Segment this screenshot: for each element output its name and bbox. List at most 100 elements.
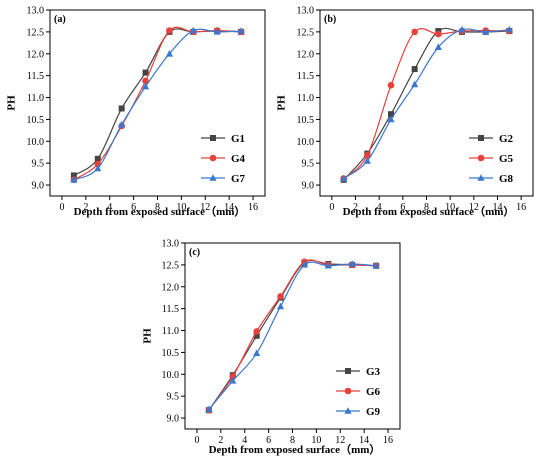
- legend-label: G8: [499, 173, 514, 185]
- y-tick-label: 10.0: [162, 370, 180, 381]
- x-tick-label: 6: [131, 202, 136, 213]
- data-point: [237, 27, 245, 34]
- x-tick-label: 10: [176, 202, 186, 213]
- panel-label: (b): [324, 14, 336, 25]
- data-point: [372, 261, 380, 269]
- data-point: [142, 69, 149, 76]
- data-point: [276, 302, 285, 310]
- legend-label: G1: [231, 133, 245, 145]
- legend-label: G4: [231, 153, 246, 165]
- y-axis-title: PH: [276, 95, 288, 111]
- series-line: [208, 261, 377, 410]
- legend-entry: G5: [469, 153, 514, 165]
- legend-marker: [344, 387, 352, 395]
- y-tick-label: 12.5: [297, 27, 315, 38]
- data-point: [387, 81, 395, 89]
- y-tick-label: 12.5: [27, 27, 45, 38]
- data-point: [482, 28, 490, 35]
- legend-marker: [209, 154, 217, 162]
- x-tick-label: 8: [424, 202, 429, 213]
- y-tick-label: 9.0: [302, 181, 315, 192]
- chart-panel-3: 0 2 4 6 8 10 12 14 16 9.0 9.5 10.0 10.5 11.0 11.5 12.0 1…: [142, 239, 401, 456]
- legend-entry: G7: [201, 173, 246, 185]
- data-point: [435, 30, 442, 38]
- y-tick-label: 11.5: [27, 71, 44, 82]
- legend-label: G2: [499, 133, 514, 145]
- chart-panel-1: 0 2 4 6 8 10 12 14 16 9.0 9.5 10.0 10.5 11.0 11.5 12.0 1…: [6, 6, 266, 218]
- panel-label: (c): [189, 247, 200, 258]
- legend-entry: G3: [336, 366, 381, 378]
- legend: G1 G4 G7: [201, 133, 246, 185]
- legend-marker: [345, 368, 351, 374]
- data-point: [70, 176, 78, 183]
- y-tick-label: 9.0: [167, 414, 180, 425]
- legend-marker: [477, 174, 485, 181]
- y-tick-label: 9.5: [302, 159, 315, 170]
- data-point: [142, 77, 149, 85]
- data-point: [348, 260, 356, 267]
- y-tick-label: 10.5: [27, 115, 45, 126]
- data-point: [387, 115, 395, 123]
- y-tick-label: 12.5: [162, 260, 180, 271]
- data-point: [213, 28, 221, 35]
- y-axis-title: PH: [6, 95, 18, 111]
- x-tick-label: 0: [329, 202, 334, 213]
- legend-label: G5: [499, 153, 514, 165]
- x-tick-label: 12: [469, 202, 479, 213]
- x-tick-label: 4: [242, 435, 247, 446]
- data-point: [205, 405, 213, 413]
- x-tick-label: 16: [383, 435, 393, 446]
- data-point: [277, 293, 284, 300]
- x-tick-label: 14: [359, 435, 369, 446]
- panel-label: (a): [54, 14, 66, 25]
- legend-entry: G6: [336, 386, 381, 398]
- x-tick-label: 2: [83, 202, 88, 213]
- legend-entry: G4: [201, 153, 246, 165]
- legend-label: G3: [366, 366, 381, 378]
- y-tick-label: 10.5: [297, 115, 315, 126]
- y-tick-label: 9.0: [32, 181, 45, 192]
- data-point: [411, 66, 418, 73]
- data-point: [253, 349, 261, 357]
- data-point: [505, 25, 513, 33]
- data-point: [118, 120, 126, 128]
- data-point: [300, 261, 309, 268]
- x-tick-label: 8: [290, 435, 295, 446]
- data-point: [70, 172, 77, 179]
- x-axis-title: Depth from exposed surface（mm）: [209, 443, 381, 456]
- x-tick-label: 14: [493, 202, 503, 213]
- x-tick-label: 2: [353, 202, 358, 213]
- y-tick-label: 12.0: [27, 49, 45, 60]
- data-point: [229, 377, 237, 384]
- plot-frame: [319, 9, 534, 197]
- y-tick-label: 13.0: [162, 239, 180, 250]
- data-point: [340, 174, 348, 182]
- y-tick-label: 11.0: [297, 93, 314, 104]
- x-axis-title: Depth from exposed surface（mm）: [343, 205, 515, 218]
- legend-entry: G2: [469, 133, 514, 145]
- legend-marker: [477, 154, 485, 162]
- series-line: [73, 28, 242, 176]
- x-tick-label: 6: [266, 435, 271, 446]
- legend-label: G6: [366, 386, 381, 398]
- legend-marker: [210, 135, 216, 141]
- y-tick-label: 12.0: [297, 49, 315, 60]
- data-point: [324, 261, 332, 269]
- legend-entry: G9: [336, 406, 381, 418]
- x-tick-label: 0: [194, 435, 199, 446]
- y-tick-label: 10.0: [297, 137, 315, 148]
- x-tick-label: 0: [59, 202, 64, 213]
- data-point: [165, 49, 174, 57]
- legend-entry: G1: [201, 133, 245, 145]
- x-tick-label: 16: [248, 202, 258, 213]
- plot-frame: [49, 9, 266, 197]
- series-G5: [340, 27, 513, 182]
- chart-panel-2: 0 2 4 6 8 10 12 14 16 9.0 9.5 10.0 10.5 11.0 11.5 12.0 1…: [276, 6, 534, 218]
- data-point: [94, 155, 101, 162]
- data-point: [253, 332, 260, 339]
- legend: G3 G6 G9: [336, 366, 381, 418]
- series-G8: [340, 25, 513, 182]
- data-point: [364, 151, 371, 159]
- x-tick-label: 16: [516, 202, 526, 213]
